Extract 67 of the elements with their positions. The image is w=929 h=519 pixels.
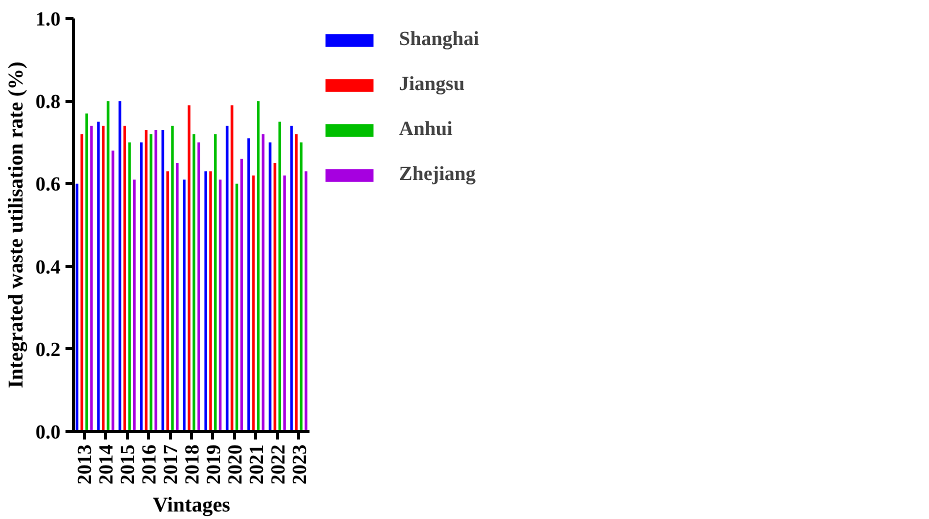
bar bbox=[80, 134, 84, 432]
x-tick-label: 2020 bbox=[224, 444, 246, 484]
bar bbox=[262, 134, 264, 432]
y-tick-label: 0.4 bbox=[36, 256, 60, 278]
bar bbox=[226, 126, 228, 432]
bar bbox=[295, 134, 298, 432]
y-tick-label: 0.8 bbox=[36, 91, 60, 114]
bar bbox=[123, 126, 126, 432]
y-tick-label: 0.2 bbox=[36, 338, 60, 361]
y-tick-label: 1.0 bbox=[36, 8, 60, 30]
x-tick-label: 2016 bbox=[138, 444, 161, 484]
bar bbox=[112, 150, 114, 432]
bar bbox=[230, 105, 234, 432]
bar bbox=[218, 180, 222, 432]
bar bbox=[283, 175, 286, 432]
bar bbox=[144, 130, 148, 432]
bar bbox=[106, 101, 110, 432]
bar bbox=[252, 175, 255, 432]
bar bbox=[197, 142, 200, 432]
legend-label: Anhui bbox=[399, 118, 452, 141]
bar bbox=[192, 134, 196, 432]
bar bbox=[290, 126, 293, 432]
bar bbox=[97, 122, 100, 432]
bar bbox=[154, 130, 158, 432]
bar bbox=[240, 158, 243, 432]
x-tick-label: 2019 bbox=[202, 444, 225, 484]
bar bbox=[128, 142, 131, 432]
bar bbox=[300, 142, 303, 432]
bar bbox=[268, 142, 272, 432]
x-tick-label: 2013 bbox=[74, 444, 96, 484]
bar bbox=[176, 163, 179, 432]
x-tick-label: 2018 bbox=[182, 444, 204, 484]
bar bbox=[76, 184, 78, 432]
bar bbox=[118, 101, 122, 432]
y-tick-label: 0.0 bbox=[36, 422, 60, 444]
y-axis-title: Integrated waste utilisation rate (%) bbox=[4, 62, 28, 388]
bar bbox=[161, 130, 164, 432]
legend-label: Shanghai bbox=[399, 28, 480, 51]
x-tick-label: 2017 bbox=[160, 444, 182, 484]
x-tick-label: 2014 bbox=[96, 444, 118, 484]
bar bbox=[140, 142, 143, 432]
bar bbox=[214, 134, 217, 432]
legend-label: Jiangsu bbox=[399, 73, 465, 96]
bar bbox=[247, 138, 250, 432]
bar bbox=[182, 180, 186, 432]
x-axis-title: Vintages bbox=[152, 492, 230, 516]
bar bbox=[171, 126, 174, 432]
bar bbox=[256, 101, 260, 432]
x-tick-label: 2021 bbox=[246, 444, 268, 484]
x-tick-label: 2015 bbox=[117, 444, 140, 484]
bar bbox=[209, 171, 212, 432]
legend-label: Zhejiang bbox=[399, 163, 476, 186]
bar bbox=[274, 163, 276, 432]
bar bbox=[304, 171, 308, 432]
bar bbox=[90, 126, 93, 432]
bar bbox=[133, 180, 136, 432]
x-tick-label: 2022 bbox=[267, 444, 290, 484]
bar bbox=[166, 171, 169, 432]
bar bbox=[102, 126, 105, 432]
y-tick-label: 0.6 bbox=[36, 174, 60, 196]
bar bbox=[150, 134, 152, 432]
bar bbox=[204, 171, 208, 432]
x-tick-label: 2023 bbox=[288, 444, 311, 484]
bar bbox=[188, 105, 190, 432]
bar bbox=[235, 184, 238, 432]
bar bbox=[278, 122, 282, 432]
bar bbox=[85, 113, 88, 432]
